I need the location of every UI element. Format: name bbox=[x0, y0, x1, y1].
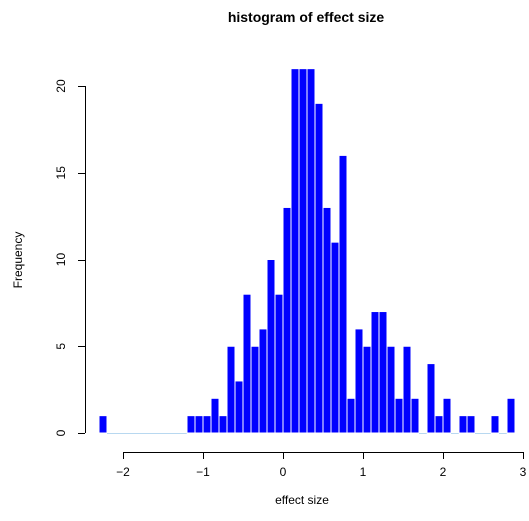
histogram-bar bbox=[442, 397, 452, 434]
x-tick-label: 0 bbox=[280, 465, 287, 479]
histogram-bar bbox=[386, 345, 396, 434]
y-axis: 0 5 10 15 20 bbox=[54, 79, 86, 436]
y-tick-label: 20 bbox=[54, 79, 68, 93]
histogram-bar bbox=[434, 415, 444, 434]
y-tick-label: 10 bbox=[54, 253, 68, 267]
histogram-bar bbox=[506, 397, 516, 434]
histogram-bar bbox=[330, 241, 340, 434]
histogram-bar bbox=[410, 397, 420, 434]
histogram-bar bbox=[322, 206, 332, 434]
histogram-bar bbox=[250, 345, 260, 434]
histogram-bar bbox=[266, 259, 276, 434]
chart-title: histogram of effect size bbox=[228, 9, 385, 25]
histogram-bar bbox=[226, 345, 236, 434]
histogram-bar bbox=[426, 363, 436, 434]
x-tick-label: −1 bbox=[196, 465, 210, 479]
histogram-bar bbox=[354, 328, 364, 434]
x-axis: −2 −1 0 1 2 3 bbox=[116, 452, 527, 479]
x-tick-label: 1 bbox=[360, 465, 367, 479]
histogram-bar bbox=[282, 206, 292, 434]
histogram-bar bbox=[466, 415, 476, 434]
histogram-bar bbox=[242, 293, 252, 434]
histogram-bar bbox=[370, 311, 380, 434]
histogram-bar bbox=[210, 397, 220, 434]
histogram-bar bbox=[186, 415, 196, 434]
histogram-bar bbox=[290, 68, 300, 434]
histogram-bar bbox=[378, 311, 388, 434]
histogram-bar bbox=[306, 68, 316, 434]
y-tick-label: 5 bbox=[54, 343, 68, 350]
y-axis-label: Frequency bbox=[11, 232, 25, 289]
x-axis-label: effect size bbox=[275, 493, 329, 507]
x-tick-label: −2 bbox=[116, 465, 130, 479]
histogram-bar bbox=[298, 68, 308, 434]
histogram-bar bbox=[458, 415, 468, 434]
histogram-bar bbox=[338, 154, 348, 434]
histogram-bar bbox=[394, 397, 404, 434]
histogram-bar bbox=[194, 415, 204, 434]
histogram-bar bbox=[258, 328, 268, 434]
x-tick-label: 2 bbox=[440, 465, 447, 479]
histogram-bar bbox=[202, 415, 212, 434]
histogram-bar bbox=[234, 380, 244, 434]
histogram-bar bbox=[402, 345, 412, 434]
histogram-bar bbox=[218, 415, 228, 434]
histogram-bar bbox=[314, 102, 324, 434]
histogram-bar bbox=[274, 293, 284, 434]
histogram-bars bbox=[98, 68, 516, 434]
x-tick-label: 3 bbox=[520, 465, 527, 479]
histogram-bar bbox=[362, 345, 372, 434]
y-tick-label: 0 bbox=[54, 429, 68, 436]
histogram-bar bbox=[490, 415, 500, 434]
y-tick-label: 15 bbox=[54, 166, 68, 180]
histogram-bar bbox=[346, 397, 356, 434]
histogram-bar bbox=[98, 415, 108, 434]
